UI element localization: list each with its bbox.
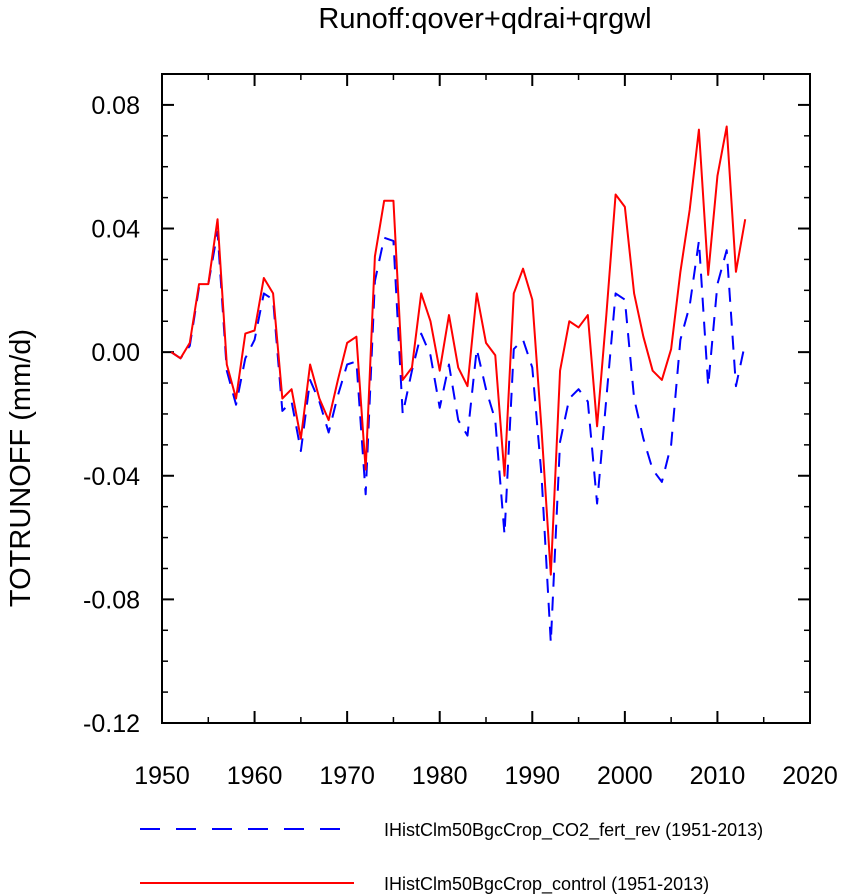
x-tick-label: 2020 <box>782 762 838 790</box>
x-tick-label: 1970 <box>319 762 375 790</box>
y-tick-labels: 0.08 0.04 0.00 -0.04 -0.08 -0.12 <box>83 92 140 738</box>
y-tick-label: 0.08 <box>91 92 140 120</box>
series-line-co2-fert-rev <box>170 230 747 644</box>
axis-ticks <box>161 73 811 724</box>
x-tick-label: 1950 <box>134 762 190 790</box>
x-tick-label: 1990 <box>504 762 560 790</box>
y-tick-label: -0.04 <box>83 463 140 491</box>
legend-label-co2-fert-rev: IHistClm50BgcCrop_CO2_fert_rev (1951-201… <box>384 820 763 841</box>
legend: IHistClm50BgcCrop_CO2_fert_rev (1951-201… <box>140 820 763 895</box>
x-tick-label: 2010 <box>690 762 746 790</box>
legend-label-control: IHistClm50BgcCrop_control (1951-2013) <box>384 874 709 895</box>
x-tick-label: 2000 <box>597 762 653 790</box>
y-tick-label: 0.00 <box>91 339 140 367</box>
y-axis-label: TOTRUNOFF (mm/d) <box>5 329 37 607</box>
series-line-control <box>170 125 747 576</box>
y-tick-label: -0.08 <box>83 586 140 614</box>
x-tick-label: 1980 <box>412 762 468 790</box>
x-tick-labels: 1950 1960 1970 1980 1990 2000 2010 2020 <box>134 762 838 790</box>
series-layer <box>170 125 747 644</box>
x-tick-label: 1960 <box>227 762 283 790</box>
y-tick-label: 0.04 <box>91 216 140 244</box>
chart-title: Runoff:qover+qdrai+qrgwl <box>318 3 651 35</box>
plot-frame <box>161 73 811 724</box>
y-tick-label: -0.12 <box>83 710 140 738</box>
